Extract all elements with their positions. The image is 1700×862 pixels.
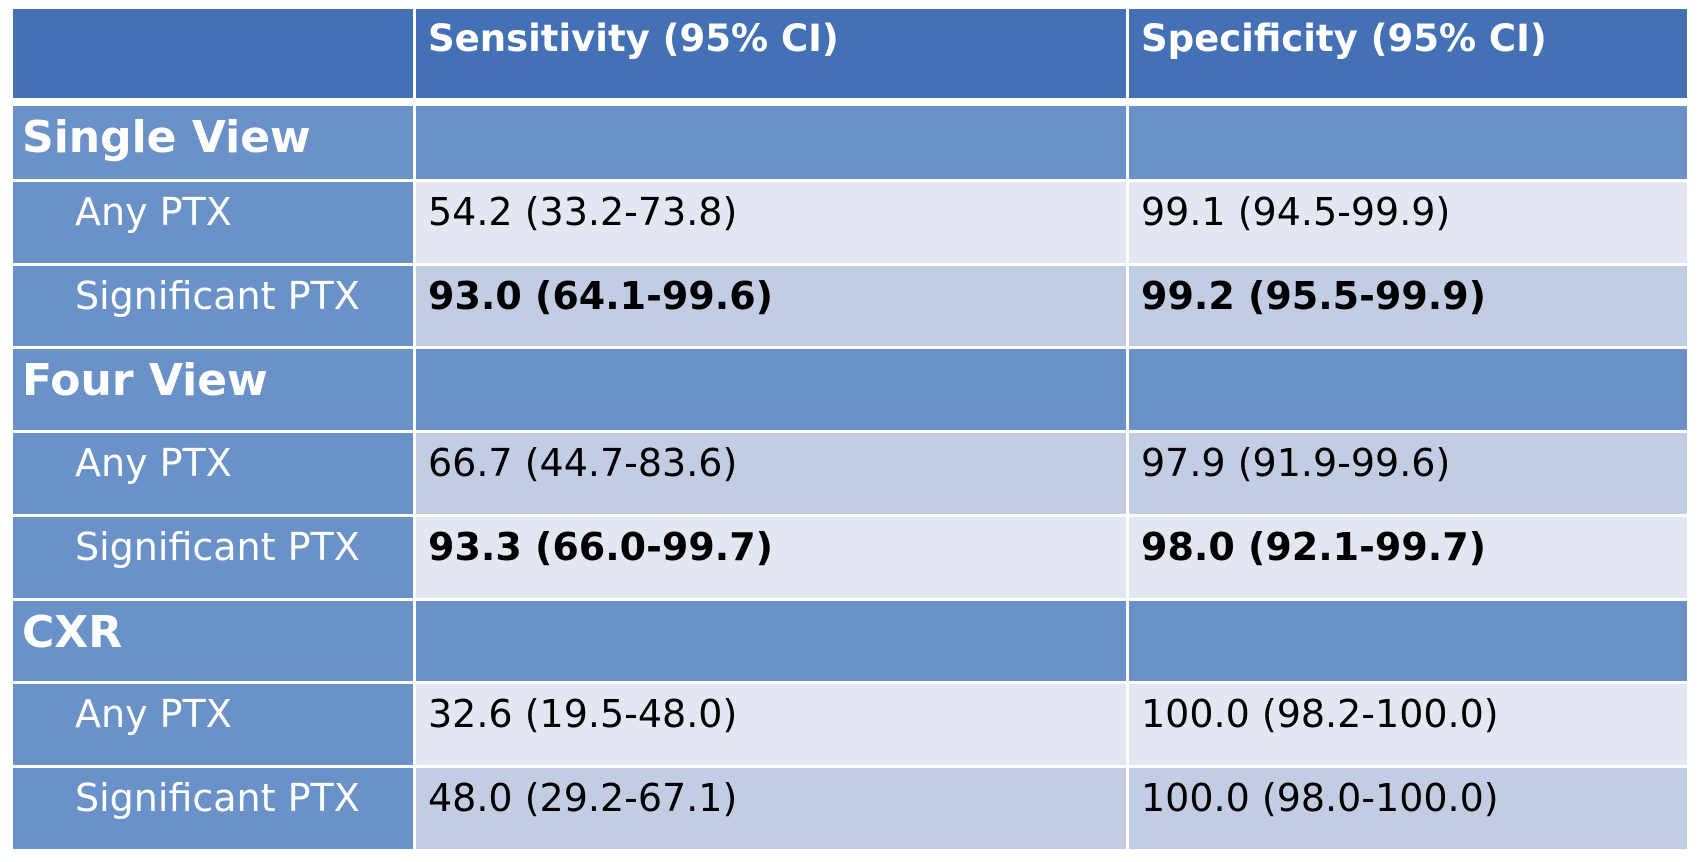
header-sensitivity: Sensitivity (95% CI) [416,9,1129,98]
row-label: Significant PTX [13,768,416,852]
section-empty-cell [416,349,1129,434]
sensitivity-value: 93.0 (64.1-99.6) [416,265,1129,350]
section-empty-cell [416,600,1129,685]
sensitivity-value: 32.6 (19.5-48.0) [416,684,1129,769]
header-corner-cell [13,9,416,98]
section-empty-cell [1129,349,1687,434]
results-table: Sensitivity (95% CI) Specificity (95% CI… [13,9,1687,852]
specificity-value: 100.0 (98.2-100.0) [1129,684,1687,769]
section-title-single-view: Single View [13,98,416,182]
section-title-four-view: Four View [13,349,416,434]
specificity-value: 98.0 (92.1-99.7) [1129,516,1687,601]
specificity-value: 100.0 (98.0-100.0) [1129,768,1687,852]
section-empty-cell [1129,600,1687,685]
row-label: Significant PTX [13,265,416,350]
section-empty-cell [416,98,1129,182]
header-specificity: Specificity (95% CI) [1129,9,1687,98]
row-label: Any PTX [13,181,416,266]
section-title-cxr: CXR [13,600,416,685]
sensitivity-value: 48.0 (29.2-67.1) [416,768,1129,852]
row-label: Significant PTX [13,516,416,601]
row-label: Any PTX [13,433,416,517]
row-label: Any PTX [13,684,416,769]
specificity-value: 99.2 (95.5-99.9) [1129,265,1687,350]
specificity-value: 97.9 (91.9-99.6) [1129,433,1687,517]
sensitivity-value: 66.7 (44.7-83.6) [416,433,1129,517]
section-empty-cell [1129,98,1687,182]
sensitivity-value: 93.3 (66.0-99.7) [416,516,1129,601]
specificity-value: 99.1 (94.5-99.9) [1129,181,1687,266]
sensitivity-value: 54.2 (33.2-73.8) [416,181,1129,266]
